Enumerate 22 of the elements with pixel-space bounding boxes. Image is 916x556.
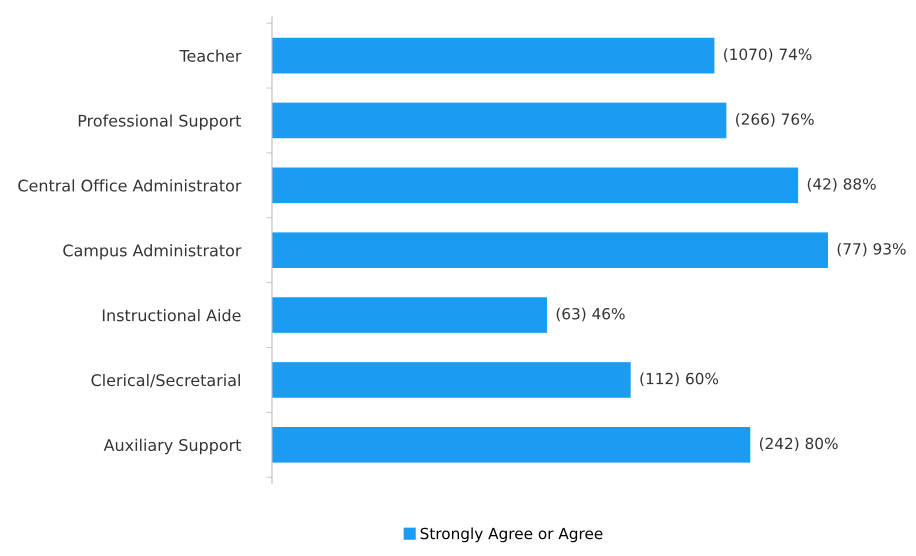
data-label: (1070) 74% bbox=[724, 48, 812, 62]
bar bbox=[272, 38, 714, 74]
data-label: (77) 93% bbox=[838, 242, 906, 256]
y-tick-label: Professional Support bbox=[78, 114, 242, 130]
data-label: (42) 88% bbox=[808, 178, 876, 192]
bar bbox=[272, 297, 548, 333]
y-tick-label: Auxiliary Support bbox=[104, 438, 242, 454]
bar bbox=[272, 102, 726, 138]
y-tick-label: Teacher bbox=[179, 50, 242, 62]
y-tick-label: Instructional Aide bbox=[102, 309, 241, 322]
y-tick-label: Central Office Administrator bbox=[18, 179, 242, 192]
bar bbox=[272, 167, 798, 204]
y-tick-label: Clerical/Secretarial bbox=[91, 374, 240, 388]
bar bbox=[272, 362, 631, 398]
legend-label: Strongly Agree or Agree bbox=[420, 527, 602, 542]
data-label: (266) 76% bbox=[736, 113, 814, 127]
y-tick-label: Campus Administrator bbox=[63, 244, 242, 260]
bar bbox=[272, 426, 750, 463]
data-label: (242) 80% bbox=[760, 437, 838, 452]
data-label: (63) 46% bbox=[556, 308, 625, 322]
bar bbox=[272, 232, 828, 268]
data-label: (112) 60% bbox=[640, 372, 718, 386]
